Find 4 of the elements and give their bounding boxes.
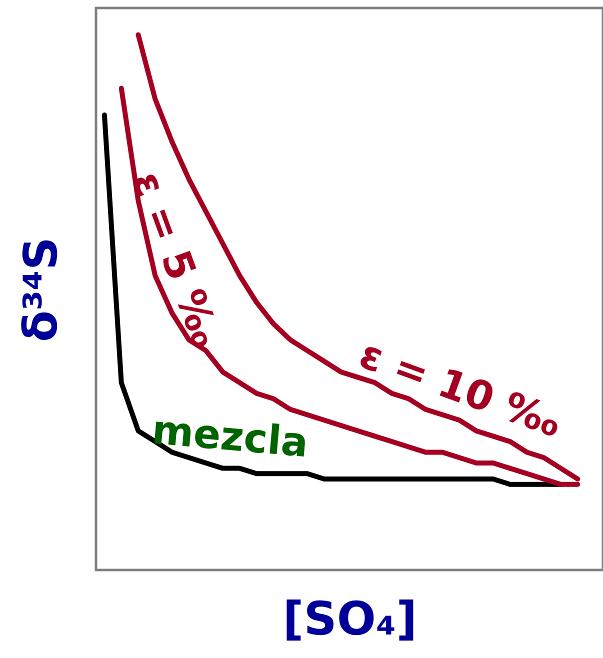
y-axis-title: δ³⁴S [14,236,68,342]
x-axis-title: [SO₄] [282,592,418,646]
series-label: mezcla [150,407,310,467]
text: ε = 10 ‰ [353,331,568,447]
